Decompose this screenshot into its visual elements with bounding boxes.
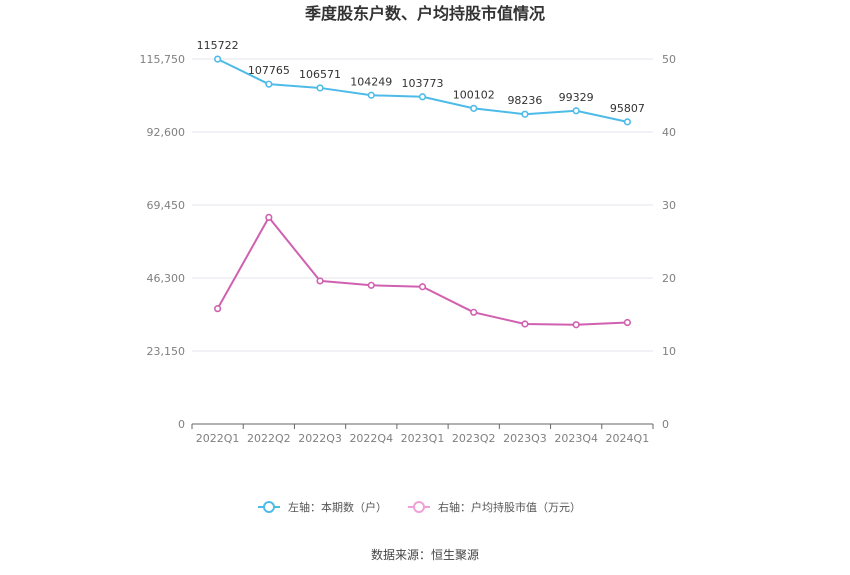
data-point — [521, 320, 529, 328]
series-line-market-value — [216, 216, 628, 326]
x-tick-label: 2022Q4 — [349, 432, 393, 445]
data-label: 115722 — [197, 39, 239, 52]
legend-label-market-value: 右轴：户均持股市值（万元） — [438, 500, 581, 514]
data-point — [214, 305, 222, 313]
x-tick-label: 2022Q1 — [196, 432, 240, 445]
data-label: 99329 — [559, 91, 594, 104]
data-point — [470, 308, 478, 316]
x-tick-label: 2023Q3 — [503, 432, 547, 445]
legend-marker-market-value — [413, 501, 425, 513]
right-y-tick-label: 40 — [662, 126, 676, 139]
gridlines — [192, 58, 653, 352]
right-y-tick-label: 30 — [662, 199, 676, 212]
data-label: 98236 — [507, 94, 542, 107]
left-y-tick-label: 115,750 — [140, 53, 186, 66]
data-source: 数据来源：恒生聚源 — [371, 547, 479, 562]
left-y-tick-label: 23,150 — [147, 345, 186, 358]
left-y-tick-label: 0 — [178, 418, 185, 431]
left-y-axis: 0 23,150 46,300 69,450 92,600 115,750 — [140, 53, 186, 431]
data-label: 107765 — [248, 64, 290, 77]
right-y-axis: 0 10 20 30 40 50 — [662, 53, 676, 431]
chart-title: 季度股东户数、户均持股市值情况 — [304, 4, 545, 23]
data-point — [623, 318, 631, 327]
data-point — [316, 84, 324, 92]
legend-item-market-value[interactable]: 右轴：户均持股市值（万元） — [408, 500, 581, 514]
data-point — [470, 104, 478, 112]
x-tick-label: 2022Q3 — [298, 432, 342, 445]
x-tick-label: 2024Q1 — [606, 432, 650, 445]
series-layer: 115722 107765 106571 104249 103773 100102 9823… — [197, 39, 645, 329]
data-point — [418, 93, 427, 101]
x-tick-label: 2023Q2 — [452, 432, 496, 445]
x-tick-label: 2023Q4 — [554, 432, 598, 445]
data-point — [367, 91, 375, 99]
left-y-tick-label: 46,300 — [147, 272, 186, 285]
left-y-tick-label: 69,450 — [147, 199, 186, 212]
right-y-tick-label: 50 — [662, 53, 676, 66]
data-point — [265, 80, 273, 88]
data-point — [572, 321, 580, 329]
legend: 左轴：本期数（户） 右轴：户均持股市值（万元） — [258, 500, 581, 514]
data-label: 95807 — [610, 102, 645, 115]
legend-item-holders[interactable]: 左轴：本期数（户） — [258, 500, 387, 514]
right-y-tick-label: 0 — [662, 418, 669, 431]
legend-label-holders: 左轴：本期数（户） — [288, 500, 387, 514]
data-point — [316, 277, 324, 285]
data-label: 100102 — [453, 88, 495, 101]
x-tick-label: 2023Q1 — [401, 432, 445, 445]
data-label: 106571 — [299, 68, 341, 81]
right-y-tick-label: 20 — [662, 272, 676, 285]
data-label: 103773 — [402, 77, 444, 90]
data-point — [265, 213, 273, 222]
data-point — [623, 118, 631, 126]
data-point — [572, 107, 580, 115]
right-y-tick-label: 10 — [662, 345, 676, 358]
data-label: 104249 — [350, 75, 392, 88]
legend-marker-holders — [263, 501, 275, 513]
x-tick-label: 2022Q2 — [247, 432, 291, 445]
left-y-tick-label: 92,600 — [147, 126, 186, 139]
data-point — [214, 55, 222, 63]
data-point — [367, 281, 375, 289]
x-axis: 2022Q1 2022Q2 2022Q3 2022Q4 2023Q1 2023Q2 2023… — [191, 423, 654, 445]
data-point — [521, 110, 529, 118]
data-point — [418, 283, 427, 291]
